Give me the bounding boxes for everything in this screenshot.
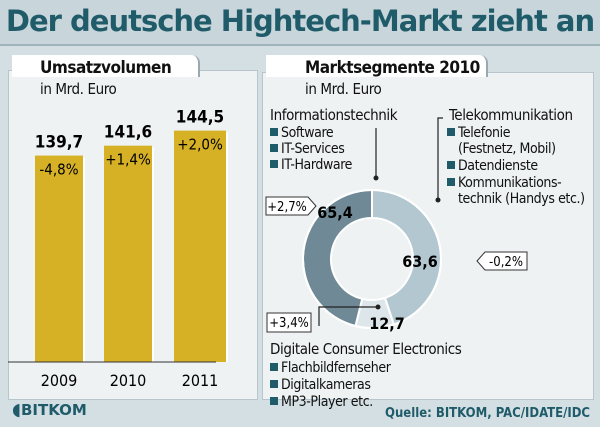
legend-ce-item: Flachbildfernseher xyxy=(270,360,391,376)
legend-it-item: Software xyxy=(270,125,334,141)
bar-change-label: +1,4% xyxy=(105,151,151,169)
page-title: Der deutsche Hightech-Markt zieht an xyxy=(5,4,595,38)
bar-value-label: 139,7 xyxy=(35,133,83,153)
legend-ce-item: Digitalkameras xyxy=(270,377,371,393)
title-band xyxy=(0,0,600,46)
leader-line xyxy=(437,117,443,200)
bar-chart-title: Umsatzvolumen xyxy=(40,58,172,78)
legend-tk-item: Telefonie xyxy=(447,125,510,141)
legend-ce-title: Digitale Consumer Electronics xyxy=(270,340,462,358)
left-tab xyxy=(12,55,200,77)
donut-title: Marktsegmente 2010 xyxy=(305,58,480,78)
legend-tk-item-cont: (Festnetz, Mobil) xyxy=(458,141,556,157)
logo-icon: ◖ xyxy=(12,400,21,420)
bar-2010 xyxy=(104,145,152,362)
donut-outline xyxy=(302,189,442,329)
legend-tk-item-cont: technik (Handys etc.) xyxy=(458,191,585,207)
bar-2011 xyxy=(174,130,226,362)
change-label: +3,4% xyxy=(269,316,309,331)
leader-dot xyxy=(375,304,381,310)
legend-square-icon xyxy=(270,128,278,136)
segment-value-label: 65,4 xyxy=(317,203,353,222)
change-tag xyxy=(476,251,528,271)
segment-value-label: 12,7 xyxy=(369,314,405,333)
change-label: -0,2% xyxy=(489,255,523,270)
legend-square-icon xyxy=(270,363,278,371)
bar-chart-subtitle: in Mrd. Euro xyxy=(40,80,117,98)
legend-square-icon xyxy=(270,397,278,405)
legend-it-item: IT-Services xyxy=(270,141,345,157)
x-tick-label: 2010 xyxy=(110,371,147,390)
leader-dot xyxy=(435,197,441,203)
legend-square-icon xyxy=(270,380,278,388)
legend-tk-item: Datendienste xyxy=(447,158,538,174)
x-tick-label: 2009 xyxy=(41,371,78,390)
segment-value-label: 63,6 xyxy=(402,252,438,271)
bar-change-label: +2,0% xyxy=(177,136,223,154)
legend-square-icon xyxy=(447,178,455,186)
change-label: +2,7% xyxy=(267,200,307,215)
legend-tk-title: Telekommunikation xyxy=(449,106,573,124)
leader-dot xyxy=(373,175,379,181)
legend-square-icon xyxy=(447,128,455,136)
bar-2009 xyxy=(35,155,83,362)
bar-value-label: 144,5 xyxy=(176,108,224,128)
donut-subtitle: in Mrd. Euro xyxy=(305,80,382,98)
change-tag xyxy=(265,196,317,216)
leader-line xyxy=(318,306,378,326)
bar-value-label: 141,6 xyxy=(104,123,152,143)
right-tab xyxy=(266,55,488,77)
legend-square-icon xyxy=(447,161,455,169)
legend-it-title: Informationstechnik xyxy=(270,106,398,124)
legend-square-icon xyxy=(270,144,278,152)
legend-it-item: IT-Hardware xyxy=(270,157,352,173)
legend-square-icon xyxy=(270,160,278,168)
bitkom-logo: ◖BITKOM xyxy=(12,400,87,420)
change-tag xyxy=(266,312,312,333)
x-tick-label: 2011 xyxy=(182,371,219,390)
legend-tk-item: Kommunikations- xyxy=(447,175,562,191)
source-note: Quelle: BITKOM, PAC/IDATE/IDC xyxy=(385,406,590,421)
bar-change-label: -4,8% xyxy=(39,161,78,179)
legend-ce-item: MP3-Player etc. xyxy=(270,394,373,410)
